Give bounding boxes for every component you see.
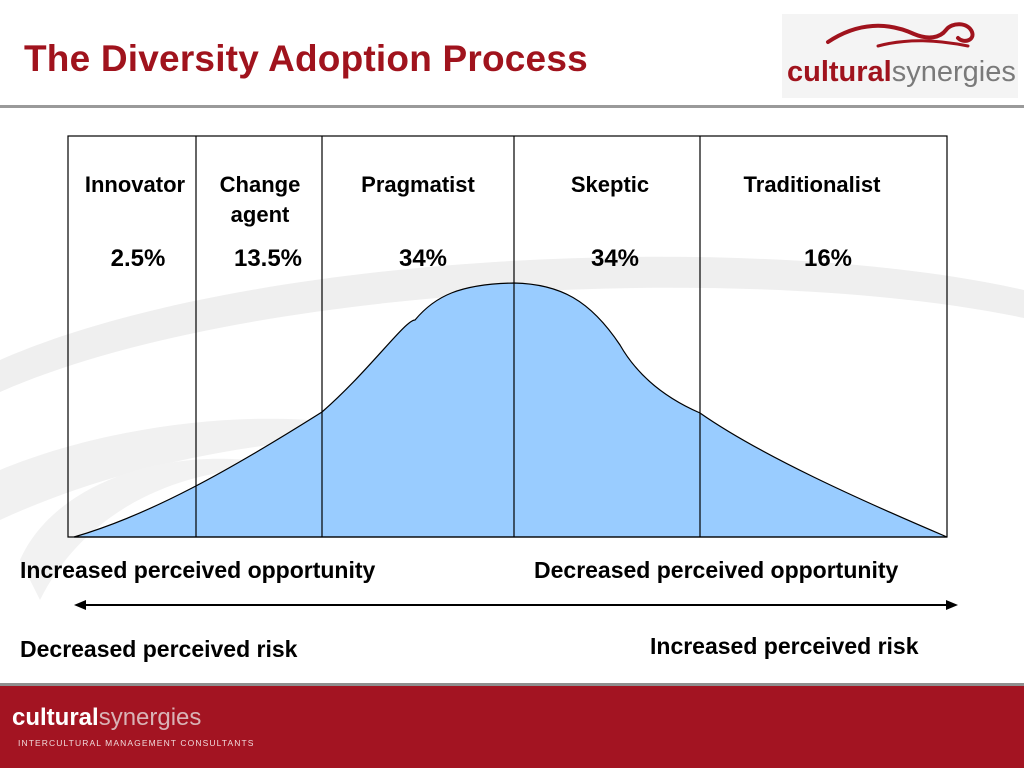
footer-logo-strong: cultural xyxy=(12,704,99,731)
segment-percent: 13.5% xyxy=(234,245,302,272)
footer-logo: culturalsynergies xyxy=(12,706,201,730)
logo-brand-strong: cultural xyxy=(787,56,892,88)
caption-increased-risk: Increased perceived risk xyxy=(650,633,919,659)
segment-percent: 34% xyxy=(399,245,447,272)
segment-label: agent xyxy=(231,202,290,227)
segment-label: Pragmatist xyxy=(361,172,475,197)
caption-decreased-opportunity: Decreased perceived opportunity xyxy=(534,557,899,583)
footer-logo-light: synergies xyxy=(98,704,202,731)
logo-brand-light: synergies xyxy=(891,56,1016,88)
caption-increased-opportunity: Increased perceived opportunity xyxy=(20,557,376,583)
segment-label: Skeptic xyxy=(571,172,649,197)
diagram-frame xyxy=(67,135,948,538)
footer-tagline: INTERCULTURAL MANAGEMENT CONSULTANTS xyxy=(18,738,255,748)
segment-label: Traditionalist xyxy=(744,172,882,197)
header-divider xyxy=(0,105,1024,108)
header-logo-text: culturalsynergies xyxy=(787,58,1016,87)
page-title: The Diversity Adoption Process xyxy=(24,38,588,79)
segment-label: Change xyxy=(220,172,301,197)
segment-percent: 2.5% xyxy=(111,245,166,272)
segment-percent: 16% xyxy=(804,245,852,272)
header-logo: culturalsynergies xyxy=(782,14,1018,98)
footer-bar: culturalsynergies INTERCULTURAL MANAGEME… xyxy=(0,683,1024,768)
caption-decreased-risk: Decreased perceived risk xyxy=(20,636,298,662)
segment-percent: 34% xyxy=(591,245,639,272)
segment-label: Innovator xyxy=(85,172,186,197)
logo-swirl-icon xyxy=(826,22,975,48)
